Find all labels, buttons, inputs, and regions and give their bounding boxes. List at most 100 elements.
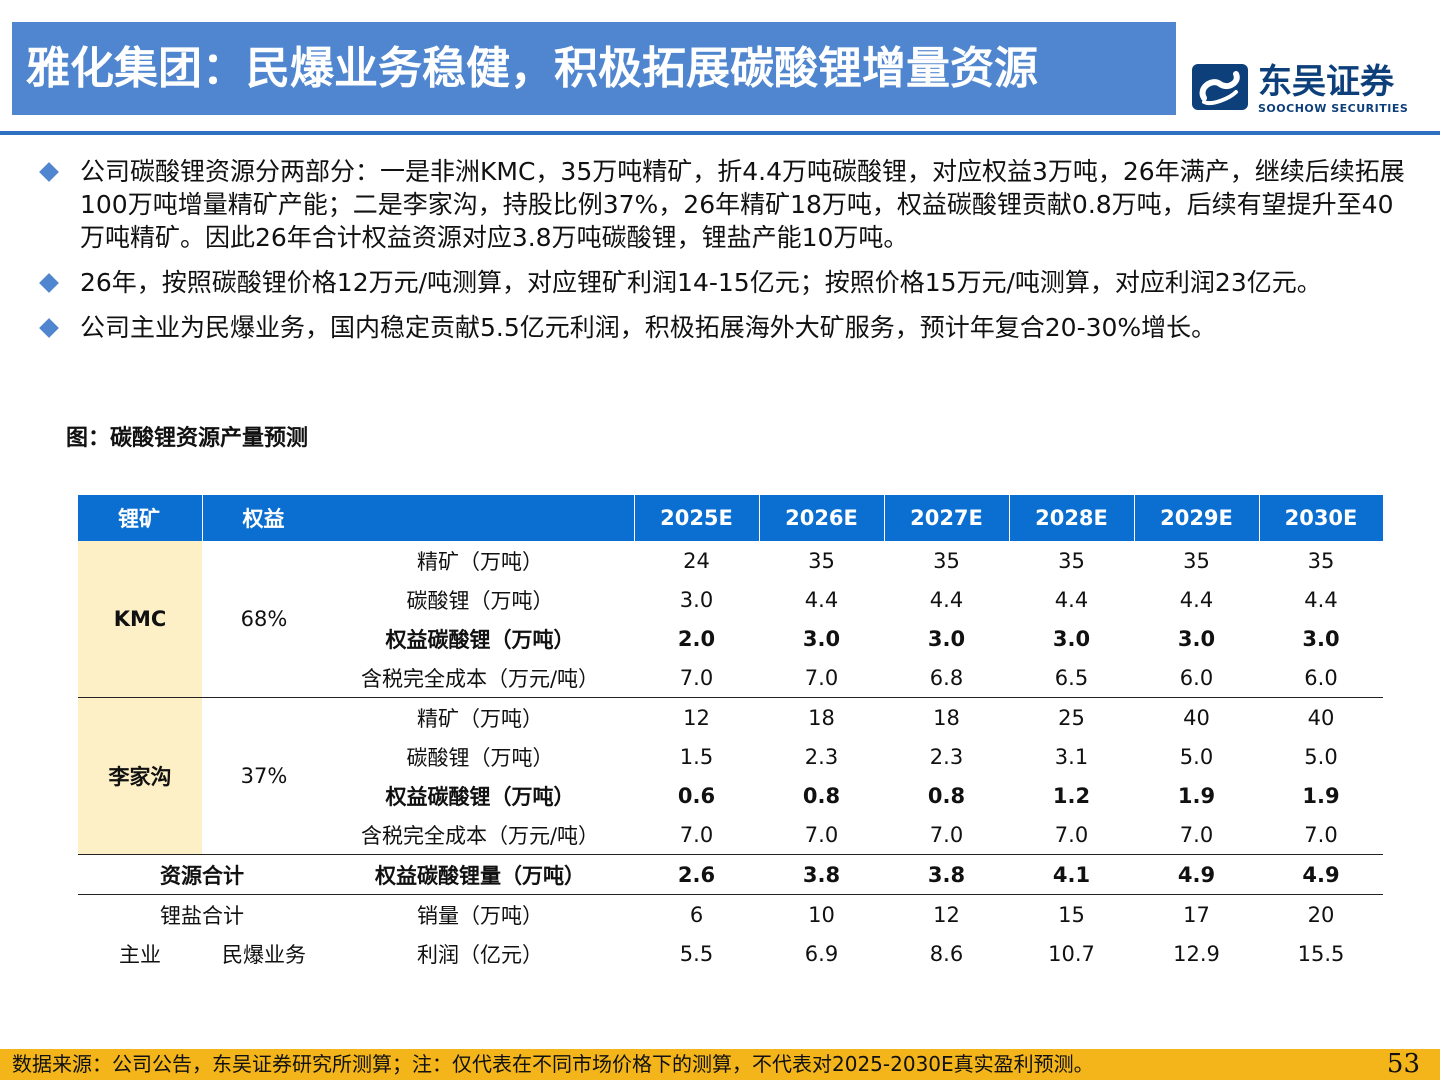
mine-name: 李家沟 — [78, 697, 202, 855]
cell: 20 — [1307, 902, 1335, 927]
cell: 2.3 — [929, 744, 964, 769]
cell: 35 — [808, 548, 835, 573]
lithium-resource-table: 锂矿 权益 2025E 2026E 2027E 2028E 2029E 2030… — [78, 495, 1384, 973]
cell: 0.8 — [927, 783, 966, 808]
cell: 2.6 — [634, 854, 759, 895]
bullet-list: 公司碳酸锂资源分两部分：一是非洲KMC，35万吨精矿，折4.4万吨碳酸锂，对应权… — [39, 155, 1410, 356]
cell: 3.1 — [1054, 744, 1089, 769]
cell: 4.4 — [804, 587, 839, 612]
table-row: 权益碳酸锂（万吨） 2.0 3.0 3.0 3.0 3.0 3.0 — [78, 619, 1383, 658]
bullet-text: 26年，按照碳酸锂价格12万元/吨测算，对应锂矿利润14-15亿元；按照价格15… — [80, 268, 1322, 297]
row-label: 权益碳酸锂量（万吨） — [326, 854, 634, 895]
mine-name: KMC — [78, 541, 202, 698]
cell: 25 — [1009, 697, 1134, 737]
row-label: 含税完全成本（万元/吨） — [360, 823, 600, 848]
source-note: 数据来源：公司公告，东吴证券研究所测算；注：仅代表在不同市场价格下的测算，不代表… — [12, 1052, 1094, 1076]
company-logo: 东吴证券 SOOCHOW SECURITIES — [1190, 62, 1410, 118]
mine-share: 68% — [240, 607, 288, 631]
cell: 12 — [933, 902, 960, 927]
table-row: 碳酸锂（万吨） 3.0 4.4 4.4 4.4 4.4 4.4 — [78, 580, 1383, 619]
header-year: 2028E — [1009, 495, 1135, 541]
main-sub-label: 民爆业务 — [222, 942, 306, 967]
bullet-text: 公司碳酸锂资源分两部分：一是非洲KMC，35万吨精矿，折4.4万吨碳酸锂，对应权… — [80, 157, 1405, 252]
page-number: 53 — [1386, 1049, 1420, 1079]
mine-share: 37% — [202, 697, 326, 855]
cell: 18 — [759, 697, 884, 737]
cell: 12.9 — [1173, 941, 1220, 966]
cell: 5.0 — [1304, 744, 1338, 769]
cell: 3.8 — [759, 854, 884, 895]
cell: 35 — [1183, 548, 1210, 573]
cell: 1.2 — [1052, 783, 1091, 808]
cell: 3.8 — [884, 854, 1009, 895]
header-year: 2025E — [634, 495, 760, 541]
cell: 4.9 — [1134, 854, 1259, 895]
table-row-total: 资源合计 权益碳酸锂量（万吨） 2.6 3.8 3.8 4.1 4.9 4.9 — [78, 854, 1383, 895]
main-label: 主业 — [119, 942, 161, 967]
table-header-row: 锂矿 权益 2025E 2026E 2027E 2028E 2029E 2030… — [78, 495, 1384, 541]
cell: 7.0 — [1304, 822, 1338, 847]
cell: 7.0 — [804, 665, 839, 690]
cell: 5.5 — [679, 941, 714, 966]
row-label: 利润（亿元） — [417, 942, 543, 967]
cell: 3.0 — [1177, 626, 1216, 651]
cell: 0.8 — [802, 783, 841, 808]
total-label: 资源合计 — [78, 854, 326, 895]
header-year: 2030E — [1259, 495, 1384, 541]
cell: 35 — [933, 548, 960, 573]
cell: 7.0 — [1054, 822, 1089, 847]
cell: 35 — [1307, 548, 1335, 573]
cell: 12 — [634, 697, 759, 737]
cell: 6.0 — [1304, 665, 1338, 690]
diamond-bullet-icon — [39, 273, 59, 293]
cell: 24 — [683, 548, 710, 573]
cell: 6.9 — [804, 941, 839, 966]
soochow-logo-icon — [1192, 64, 1248, 110]
cell: 17 — [1183, 902, 1210, 927]
diamond-bullet-icon — [39, 162, 59, 182]
table-row: 李家沟 37% 精矿（万吨） 12 18 18 25 40 40 — [78, 697, 1383, 855]
cell: 3.0 — [802, 626, 841, 651]
cell: 6 — [689, 902, 704, 927]
cell: 7.0 — [679, 665, 714, 690]
bullet-item: 公司碳酸锂资源分两部分：一是非洲KMC，35万吨精矿，折4.4万吨碳酸锂，对应权… — [39, 155, 1410, 254]
row-label: 精矿（万吨） — [326, 697, 634, 737]
header-mine: 锂矿 — [78, 495, 203, 541]
cell: 1.9 — [1302, 783, 1340, 808]
cell: 35 — [1058, 548, 1085, 573]
diamond-bullet-icon — [39, 318, 59, 338]
row-label: 销量（万吨） — [417, 903, 543, 928]
logo-name-en: SOOCHOW SECURITIES — [1258, 102, 1409, 115]
figure-title: 图：碳酸锂资源产量预测 — [66, 426, 309, 451]
row-label: 碳酸锂（万吨） — [406, 588, 554, 613]
cell: 40 — [1259, 697, 1383, 737]
cell: 7.0 — [929, 822, 964, 847]
header-divider — [0, 131, 1440, 135]
cell: 2.3 — [804, 744, 839, 769]
table-row: 权益碳酸锂（万吨） 0.6 0.8 0.8 1.2 1.9 1.9 — [78, 776, 1383, 815]
cell: 40 — [1134, 697, 1259, 737]
cell: 1.9 — [1177, 783, 1216, 808]
cell: 8.6 — [929, 941, 964, 966]
cell: 7.0 — [679, 822, 714, 847]
cell: 6.5 — [1054, 665, 1089, 690]
salt-label: 锂盐合计 — [160, 903, 244, 928]
table-row: 含税完全成本（万元/吨） 7.0 7.0 6.8 6.5 6.0 6.0 — [78, 658, 1383, 698]
cell: 6.0 — [1179, 665, 1214, 690]
cell: 4.4 — [929, 587, 964, 612]
table-row: KMC 68% 精矿（万吨） 24 35 35 35 35 35 — [78, 541, 1383, 698]
cell: 1.5 — [679, 744, 714, 769]
cell: 3.0 — [1302, 626, 1340, 651]
cell: 4.4 — [1304, 587, 1338, 612]
bullet-item: 公司主业为民爆业务，国内稳定贡献5.5亿元利润，积极拓展海外大矿服务，预计年复合… — [39, 311, 1410, 344]
title-bar: 雅化集团：民爆业务稳健，积极拓展碳酸锂增量资源 — [12, 22, 1176, 115]
row-label: 权益碳酸锂（万吨） — [385, 627, 575, 652]
cell: 3.0 — [679, 587, 714, 612]
cell: 15.5 — [1297, 941, 1345, 966]
logo-name-cn: 东吴证券 — [1258, 62, 1394, 102]
row-label: 含税完全成本（万元/吨） — [360, 666, 600, 691]
bullet-item: 26年，按照碳酸锂价格12万元/吨测算，对应锂矿利润14-15亿元；按照价格15… — [39, 266, 1410, 299]
cell: 5.0 — [1179, 744, 1214, 769]
cell: 18 — [884, 697, 1009, 737]
cell: 15 — [1058, 902, 1085, 927]
